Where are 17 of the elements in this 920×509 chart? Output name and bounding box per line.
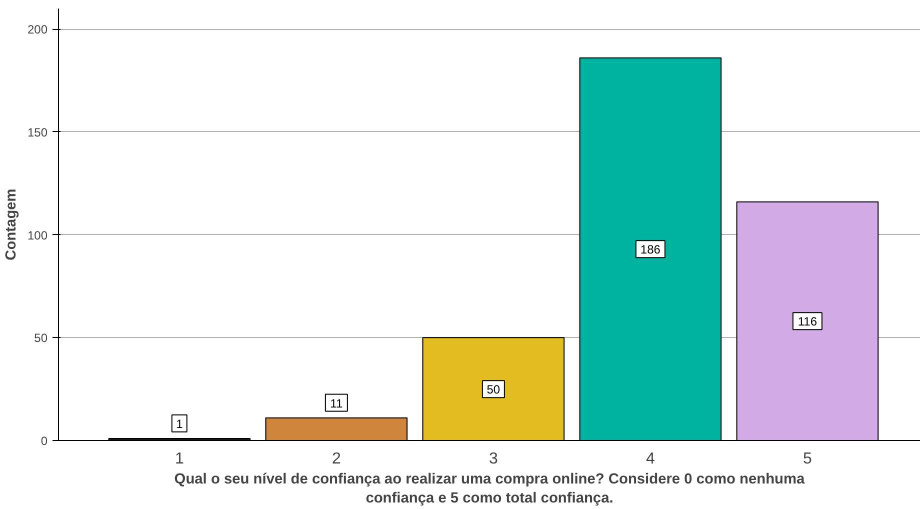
data-label: 50 xyxy=(486,382,500,397)
y-axis-title: Contagem xyxy=(3,188,20,260)
x-tick-label: 1 xyxy=(174,450,184,468)
y-tick-label: 100 xyxy=(27,228,48,242)
data-label: 1 xyxy=(176,416,184,431)
y-tick-label: 200 xyxy=(27,22,48,37)
data-label: 11 xyxy=(330,396,343,410)
x-tick-label: 2 xyxy=(332,450,341,468)
y-tick-label: 50 xyxy=(34,331,48,346)
y-tick-label: 0 xyxy=(40,434,48,448)
x-tick-label: 4 xyxy=(646,450,655,468)
x-tick-label: 5 xyxy=(803,450,812,468)
data-label: 186 xyxy=(640,242,661,257)
data-label: 116 xyxy=(798,314,818,329)
x-axis-title: Qual o seu nível de confiança ao realizar uma compra online? Considere 0 como nenhuma confiança e 5 como total confiança. xyxy=(174,472,806,507)
x-tick-label: 3 xyxy=(488,450,498,468)
y-tick-label: 150 xyxy=(27,125,48,140)
